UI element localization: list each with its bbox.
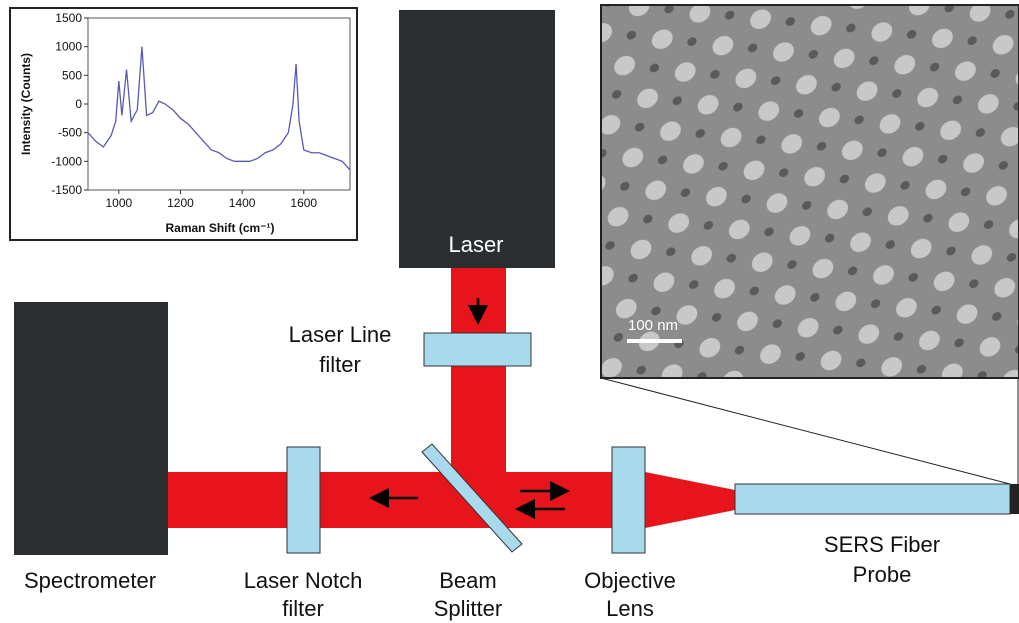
label: SERS Fiber xyxy=(824,532,940,557)
label: Spectrometer xyxy=(24,568,156,593)
x-tick-label: 1200 xyxy=(167,196,194,210)
objective-lens xyxy=(611,446,646,554)
beam-splitter xyxy=(421,443,523,553)
y-axis-label: Intensity (Counts) xyxy=(19,53,33,155)
scale-bar-label: 100 nm xyxy=(628,317,678,334)
label: Beam xyxy=(439,568,496,593)
spectrometer-box xyxy=(14,302,168,555)
label: Objective xyxy=(584,568,676,593)
y-tick-label: -500 xyxy=(58,126,82,140)
label: Lens xyxy=(606,596,654,621)
label: Splitter xyxy=(434,596,502,621)
label: filter xyxy=(282,596,324,621)
label: filter xyxy=(319,352,361,377)
x-tick-label: 1400 xyxy=(229,196,256,210)
y-tick-label: -1000 xyxy=(51,154,82,168)
laser-notch-filter xyxy=(286,446,321,554)
laser-line-filter xyxy=(423,332,532,367)
zoom-line xyxy=(600,377,1011,485)
fiber-probe xyxy=(734,483,1011,515)
laser-beam xyxy=(168,472,645,528)
sem-image xyxy=(600,4,1019,379)
label: Laser Line xyxy=(289,322,392,347)
y-tick-label: -1500 xyxy=(51,183,82,197)
laser-beam xyxy=(645,472,735,528)
x-tick-label: 1000 xyxy=(105,196,132,210)
laser-label: Laser xyxy=(448,232,503,257)
laser-box xyxy=(399,10,555,268)
fiber-tip xyxy=(1010,484,1019,514)
x-axis-label: Raman Shift (cm⁻¹) xyxy=(165,221,274,235)
y-tick-label: 1500 xyxy=(55,11,82,25)
spectrum-line xyxy=(87,46,351,171)
y-tick-label: 0 xyxy=(75,97,82,111)
y-tick-label: 1000 xyxy=(55,40,82,54)
y-tick-label: 500 xyxy=(62,68,82,82)
label: Probe xyxy=(853,562,912,587)
x-tick-label: 1600 xyxy=(290,196,317,210)
label: Laser Notch xyxy=(244,568,363,593)
